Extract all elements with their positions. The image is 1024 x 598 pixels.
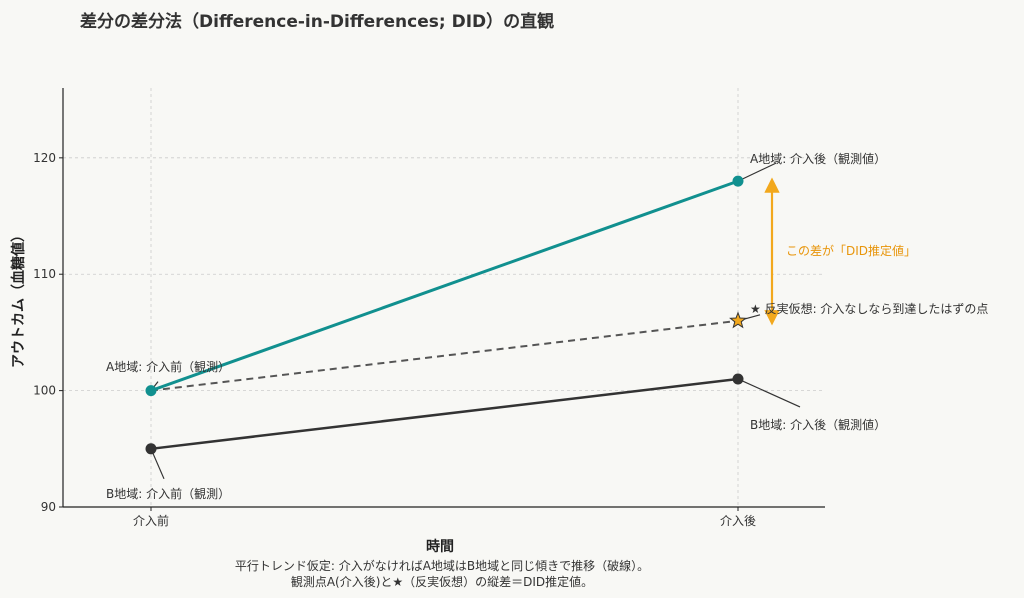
series-line-a (150, 179, 739, 393)
grid (63, 88, 825, 507)
x-tick-label: 介入前 (133, 513, 169, 528)
label-did: この差が「DID推定値」 (786, 243, 916, 258)
x-axis-title: 時間 (426, 538, 454, 555)
pointer-b-after (737, 378, 801, 408)
y-tick-label: 100 (33, 384, 56, 398)
data-points (145, 175, 747, 455)
label-counterfactual: ★ 反実仮想: 介入なしなら到達したはずの点 (750, 301, 988, 316)
y-tick-label: 110 (33, 267, 56, 281)
point-a-before (145, 385, 157, 397)
y-tick-label: 120 (33, 151, 56, 165)
series-lines (150, 177, 780, 451)
series-line-counterfactual (150, 319, 739, 392)
y-axis-title: アウトカム（血糖値） (10, 228, 27, 368)
label-a-after: A地域: 介入後（観測値） (750, 151, 886, 166)
y-tick-label: 90 (41, 500, 56, 514)
label-b-before: B地域: 介入前（観測） (106, 486, 230, 501)
annotations: A地域: 介入後（観測値） B地域: 介入後（観測値） A地域: 介入前（観測） B地… (106, 151, 988, 501)
caption-line-1: 平行トレンド仮定: 介入がなければA地域はB地域と同じ傾きで推移（破線）。 (235, 558, 649, 573)
x-tick-label: 介入後 (720, 514, 756, 528)
series-line-b (150, 377, 739, 451)
label-a-before: A地域: 介入前（観測） (106, 359, 230, 374)
pointer-a-after (737, 162, 777, 182)
point-b-after (732, 373, 744, 385)
point-b-before (145, 443, 157, 455)
label-b-after: B地域: 介入後（観測値） (750, 417, 886, 432)
axes: 90 100 110 120 介入前 介入後 (33, 88, 825, 528)
annotation-pointers (150, 162, 801, 480)
counterfactual-star-icon (729, 311, 747, 329)
point-a-after (732, 175, 744, 187)
chart-title: 差分の差分法（Difference-in-Differences; DID）の直… (80, 11, 554, 32)
caption-line-2: 観測点A(介入後)と★（反実仮想）の縦差＝DID推定値。 (291, 574, 593, 589)
